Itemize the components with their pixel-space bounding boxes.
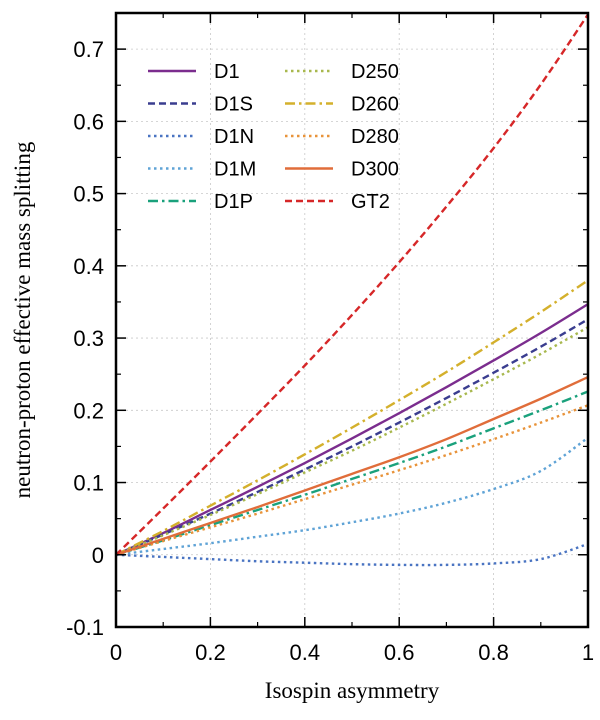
- legend-entry-gt2: GT2: [285, 191, 390, 213]
- y-tick-label: 0.7: [73, 37, 104, 62]
- series-line-d1: [115, 303, 589, 556]
- y-tick-label: 0: [92, 543, 104, 568]
- x-tick-label: 0: [110, 640, 122, 665]
- legend-entry-d280: D280: [285, 126, 399, 148]
- x-tick-label: 0.2: [195, 640, 226, 665]
- series-line-d260: [115, 279, 589, 556]
- legend-entry-d300: D300: [285, 159, 399, 181]
- legend-label: D280: [351, 126, 399, 148]
- legend-entry-d1n: D1N: [148, 126, 254, 148]
- legend: D1 D1S D1N D1M D1P D250 D260 D280 D300 GT2: [148, 61, 399, 213]
- y-tick-labels: -0.1 0 0.1 0.2 0.3 0.4 0.5 0.6 0.7: [66, 37, 104, 640]
- legend-label: D1: [214, 61, 240, 83]
- legend-label: D1P: [214, 191, 253, 213]
- series-line-gt2: [115, 13, 589, 556]
- y-tick-label: 0.5: [73, 182, 104, 207]
- series-line-d1s: [115, 318, 589, 556]
- series-line-d280: [115, 404, 589, 556]
- series-line-d1m: [115, 436, 589, 556]
- legend-label: GT2: [351, 191, 390, 213]
- series-lines: [115, 13, 589, 567]
- legend-entry-d250: D250: [285, 61, 399, 83]
- series-line-d1p: [115, 390, 589, 556]
- legend-label: D1M: [214, 159, 256, 181]
- x-tick-label: 0.4: [290, 640, 321, 665]
- legend-entry-d1: D1: [148, 61, 240, 83]
- x-tick-label: 0.6: [384, 640, 415, 665]
- x-tick-label: 1: [582, 640, 594, 665]
- legend-entry-d1p: D1P: [148, 191, 253, 213]
- y-tick-label: 0.4: [73, 254, 104, 279]
- legend-entry-d260: D260: [285, 94, 399, 116]
- legend-label: D1S: [214, 94, 253, 116]
- plot-frame: [114, 11, 590, 629]
- y-tick-label: 0.1: [73, 471, 104, 496]
- x-tick-label: 0.8: [478, 640, 509, 665]
- series-line-d250: [115, 326, 589, 556]
- legend-entry-d1s: D1S: [148, 94, 253, 116]
- legend-label: D300: [351, 159, 399, 181]
- y-axis-title: neutron-proton effective mass splitting: [10, 141, 35, 498]
- x-tick-labels: 0 0.2 0.4 0.6 0.8 1: [110, 640, 594, 665]
- y-tick-label: 0.6: [73, 109, 104, 134]
- series-line-d1n: [115, 542, 589, 567]
- legend-entry-d1m: D1M: [148, 159, 256, 181]
- legend-label: D260: [351, 94, 399, 116]
- y-tick-label: -0.1: [66, 615, 104, 640]
- y-tick-label: 0.2: [73, 398, 104, 423]
- legend-label: D250: [351, 61, 399, 83]
- x-axis-title: Isospin asymmetry: [265, 678, 440, 703]
- legend-label: D1N: [214, 126, 254, 148]
- y-tick-label: 0.3: [73, 326, 104, 351]
- series-line-d300: [115, 375, 589, 556]
- grid: [116, 13, 588, 627]
